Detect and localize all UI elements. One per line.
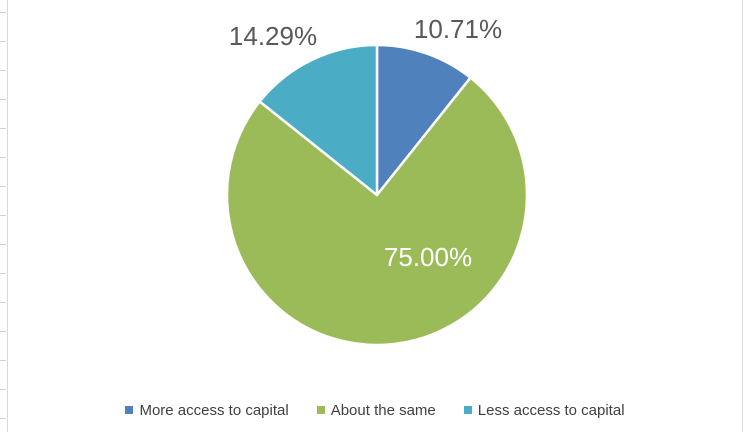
sheet-tick-mark xyxy=(0,360,6,361)
sheet-tick-mark xyxy=(0,389,6,390)
sheet-tick-mark xyxy=(0,70,6,71)
sheet-tick-mark xyxy=(0,12,6,13)
data-label-about-same: 75.00% xyxy=(384,242,472,272)
sheet-tick-mark xyxy=(0,186,6,187)
sheet-edge-right xyxy=(742,0,750,432)
sheet-edge-left xyxy=(0,0,8,432)
sheet-tick-mark xyxy=(0,302,6,303)
legend-label-more-access: More access to capital xyxy=(139,401,289,419)
data-label-less-access: 14.29% xyxy=(229,21,317,51)
pie-data-labels: 10.71% 75.00% 14.29% xyxy=(229,14,502,272)
legend-swatch-more-access xyxy=(125,406,134,414)
legend-label-about-same: About the same xyxy=(330,401,436,419)
sheet-tick-mark xyxy=(0,273,6,274)
data-label-more-access: 10.71% xyxy=(414,14,502,44)
legend-label-less-access: Less access to capital xyxy=(477,401,625,419)
legend: More access to capital About the same Le… xyxy=(8,398,742,422)
sheet-tick-mark xyxy=(0,331,6,332)
sheet-tick-mark xyxy=(0,215,6,216)
sheet-tick-mark xyxy=(0,41,6,42)
legend-item-less-access[interactable]: Less access to capital xyxy=(463,401,625,419)
sheet-tick-mark xyxy=(0,157,6,158)
sheet-tick-mark xyxy=(0,418,6,419)
pie-slice-more-access[interactable] xyxy=(375,43,472,197)
legend-swatch-less-access xyxy=(463,406,472,414)
pie-slice-about-same[interactable] xyxy=(225,76,529,347)
sheet-tick-mark xyxy=(0,244,6,245)
pie-slice-less-access[interactable] xyxy=(258,43,379,197)
sheet-tick-mark xyxy=(0,99,6,100)
legend-swatch-about-same xyxy=(316,406,325,414)
pie-chart: 10.71% 75.00% 14.29% xyxy=(225,14,529,347)
chart-area[interactable]: 10.71% 75.00% 14.29% More access to capita… xyxy=(8,0,742,432)
pie-slices xyxy=(225,43,529,347)
legend-item-about-same[interactable]: About the same xyxy=(316,401,436,419)
legend-item-more-access[interactable]: More access to capital xyxy=(125,401,289,419)
sheet-tick-mark xyxy=(0,128,6,129)
